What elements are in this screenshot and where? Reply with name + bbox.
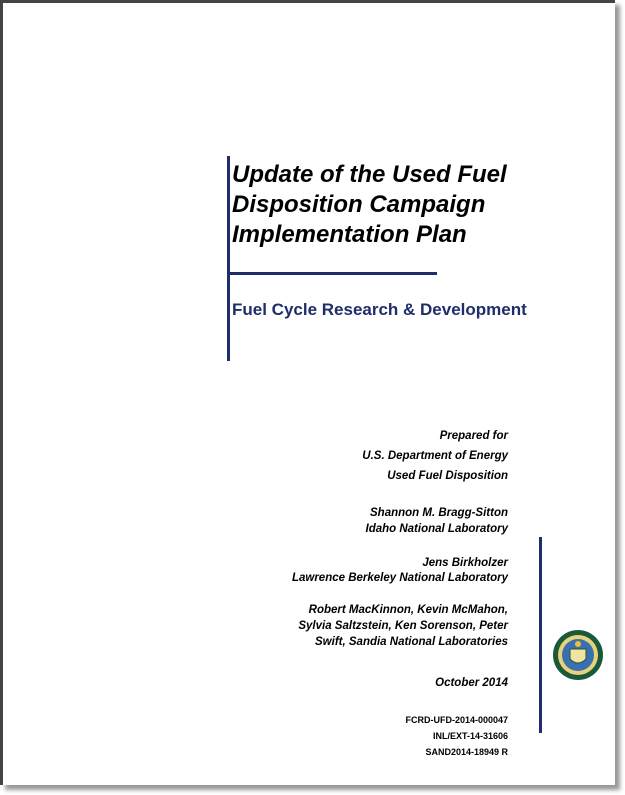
author: Robert MacKinnon, Kevin McMahon,: [308, 604, 508, 616]
report-number: SAND2014-18949 R: [425, 747, 508, 757]
title-line: Disposition Campaign: [232, 191, 486, 218]
affiliation: Lawrence Berkeley National Laboratory: [291, 572, 508, 584]
author: Sylvia Saltzstein, Ken Sorenson, Peter: [298, 620, 508, 632]
title-rule: [227, 272, 437, 275]
author: Swift, Sandia National Laboratories: [315, 636, 508, 648]
affiliation: Idaho National Laboratory: [365, 523, 509, 535]
report-number: INL/EXT-14-31606: [432, 731, 508, 741]
title-line: Update of the Used Fuel: [232, 161, 507, 188]
report-number: FCRD-UFD-2014-000047: [405, 715, 508, 725]
title-line: Implementation Plan: [232, 221, 467, 248]
right-rule: [539, 537, 542, 733]
prepared-for: Used Fuel Disposition: [387, 470, 508, 482]
prepared-for: Prepared for: [439, 430, 508, 442]
prepared-for: U.S. Department of Energy: [362, 450, 508, 462]
subtitle: Fuel Cycle Research & Development: [232, 300, 527, 319]
author: Shannon M. Bragg-Sitton: [370, 507, 508, 519]
author: Jens Birkholzer: [422, 557, 508, 569]
page: [0, 0, 615, 785]
doe-seal: [553, 630, 603, 680]
left-rule: [227, 156, 230, 361]
seal-sun: [575, 641, 581, 647]
seal-shield: [569, 648, 587, 664]
date: October 2014: [435, 677, 508, 689]
